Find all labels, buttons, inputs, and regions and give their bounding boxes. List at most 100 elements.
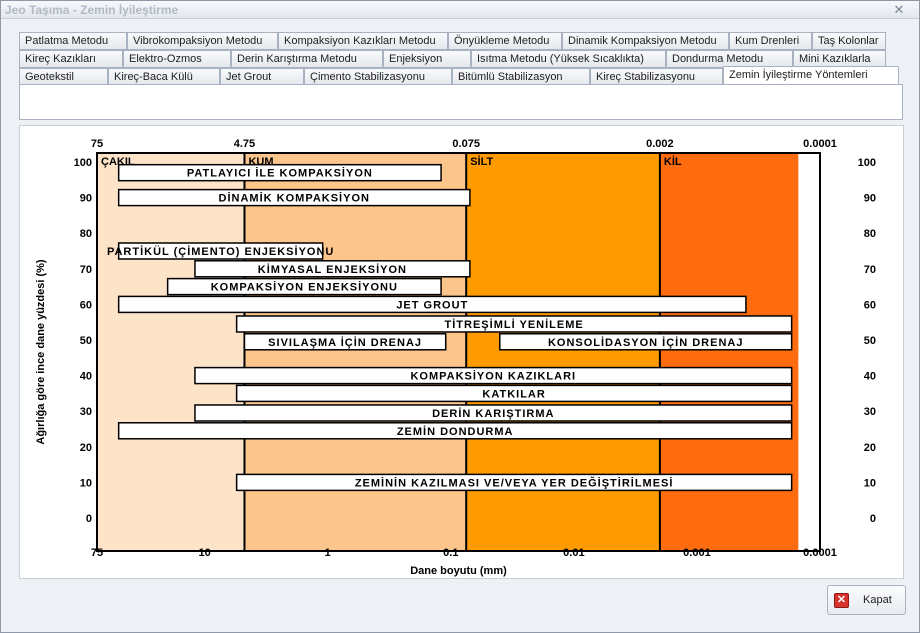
- tab-patlatma[interactable]: Patlatma Metodu: [19, 32, 127, 50]
- y-tick-left: 90: [80, 193, 92, 205]
- y-tick-left: 100: [74, 157, 92, 169]
- tab-zemin-iyilestirme-yontemleri[interactable]: Zemin İyileştirme Yöntemleri: [723, 66, 899, 85]
- top-tick: 0.075: [452, 138, 480, 150]
- y-tick-right: 80: [864, 228, 876, 240]
- tab-tas-kolonlar[interactable]: Taş Kolonlar: [812, 32, 886, 50]
- method-bar: [117, 242, 324, 260]
- y-tick-left: 70: [80, 264, 92, 276]
- close-button[interactable]: ✕ Kapat: [827, 585, 906, 615]
- method-label: KOMPAKSİYON ENJEKSİYONU: [211, 281, 398, 294]
- tab-mini-kaziklar[interactable]: Mini Kazıklarla: [793, 50, 886, 68]
- y-tick-left: 40: [80, 371, 92, 383]
- chart-panel: PATLAYICI İLE KOMPAKSİYON DİNAMİK KOMPAKS…: [19, 125, 904, 579]
- tab-kirec-stabilizasyonu[interactable]: Kireç Stabilizasyonu: [590, 68, 723, 86]
- method-label: ZEMİNİN KAZILMASI VE/VEYA YER DEĞİŞTİRİL…: [355, 476, 674, 489]
- zone-label: KİL: [664, 155, 682, 168]
- method-label: KONSOLİDASYON İÇİN DRENAJ: [548, 336, 744, 349]
- tab-elektro-ozmos[interactable]: Elektro-Ozmos: [123, 50, 231, 68]
- title-bar: Jeo Taşıma - Zemin İyileştirme ✕: [1, 1, 919, 19]
- bottom-tick: 0.1: [443, 547, 458, 559]
- zone-2: [466, 153, 660, 551]
- y-tick-right: 50: [864, 335, 876, 347]
- top-tick: 0.0001: [803, 138, 837, 150]
- y-tick-left: 20: [80, 442, 92, 454]
- zone-0: [97, 153, 245, 551]
- method-bar: [243, 333, 447, 351]
- bottom-tick: 10: [199, 547, 211, 559]
- method-label: ZEMİN DONDURMA: [397, 425, 514, 438]
- y-tick-right: 40: [864, 371, 876, 383]
- method-bar: [235, 384, 793, 403]
- zone-3: [659, 153, 799, 551]
- tab-kirec-kaziklari[interactable]: Kireç Kazıkları: [19, 50, 123, 68]
- tab-vibrokompaksiyon[interactable]: Vibrokompaksiyon Metodu: [127, 32, 278, 50]
- y-tick-right: 60: [864, 299, 876, 311]
- method-label: DERİN KARIŞTIRMA: [432, 407, 554, 420]
- method-label: JET GROUT: [396, 299, 468, 311]
- y-tick-left: 30: [80, 406, 92, 418]
- y-tick-right: 20: [864, 442, 876, 454]
- y-tick-right: 30: [864, 406, 876, 418]
- zone-label: SİLT: [470, 155, 493, 168]
- y-tick-right: 0: [870, 513, 876, 525]
- method-bar: [166, 277, 442, 296]
- method-label: KATKILAR: [482, 388, 545, 400]
- y-tick-right: 100: [858, 157, 876, 169]
- bottom-tick: 1: [325, 547, 331, 559]
- top-tick: 0.002: [646, 138, 674, 150]
- window-close-icon[interactable]: ✕: [893, 2, 905, 17]
- zone-label: KUM: [248, 156, 273, 168]
- bottom-tick: 75: [91, 547, 103, 559]
- bottom-tick: 0.001: [683, 547, 711, 559]
- y-tick-left: 50: [80, 335, 92, 347]
- method-bar: [499, 333, 793, 351]
- zone-label: ÇAKIL: [101, 156, 135, 168]
- y-tick-right: 10: [864, 477, 876, 489]
- soil-improvement-chart: PATLAYICI İLE KOMPAKSİYON DİNAMİK KOMPAKS…: [35, 138, 876, 577]
- tab-derin-karistirma[interactable]: Derin Karıştırma Metodu: [231, 50, 383, 68]
- tab-enjeksiyon[interactable]: Enjeksiyon: [383, 50, 471, 68]
- tab-content-panel: [19, 84, 903, 120]
- method-bar: [194, 366, 793, 385]
- y-tick-left: 10: [80, 477, 92, 489]
- method-label: PATLAYICI İLE KOMPAKSİYON: [187, 167, 373, 180]
- y-tick-right: 90: [864, 193, 876, 205]
- method-bar: [235, 473, 793, 492]
- tab-cimento-stabilizasyonu[interactable]: Çimento Stabilizasyonu: [304, 68, 452, 86]
- y-tick-right: 70: [864, 264, 876, 276]
- tab-isitma[interactable]: Isıtma Metodu (Yüksek Sıcaklıkta): [471, 50, 666, 68]
- bottom-tick: 0.0001: [803, 547, 837, 559]
- close-button-label: Kapat: [863, 594, 892, 606]
- window-title: Jeo Taşıma - Zemin İyileştirme: [5, 3, 179, 17]
- tab-kompaksiyon-kaziklari[interactable]: Kompaksiyon Kazıkları Metodu: [278, 32, 448, 50]
- y-tick-left: 60: [80, 299, 92, 311]
- tab-kum-drenleri[interactable]: Kum Drenleri: [729, 32, 812, 50]
- y-tick-left: 0: [86, 513, 92, 525]
- method-label: SIVILAŞMA İÇİN DRENAJ: [268, 336, 422, 349]
- method-label: KOMPAKSİYON KAZIKLARI: [410, 370, 576, 383]
- tab-onyukleme[interactable]: Önyükleme Metodu: [448, 32, 562, 50]
- method-label: TİTREŞİMLİ YENİLEME: [445, 318, 584, 331]
- method-label: DİNAMİK KOMPAKSİYON: [219, 192, 370, 205]
- plot-frame: [96, 152, 821, 552]
- method-bar: [117, 422, 793, 440]
- tab-dinamik-kompaksiyon[interactable]: Dinamik Kompaksiyon Metodu: [562, 32, 729, 50]
- x-axis-title: Dane boyutu (mm): [410, 565, 507, 577]
- method-bar: [194, 260, 471, 278]
- top-tick: 4.75: [234, 138, 255, 150]
- method-bar: [117, 188, 471, 207]
- method-bar: [117, 163, 442, 182]
- tab-geotekstil[interactable]: Geotekstil: [19, 68, 108, 86]
- method-bar: [117, 295, 747, 314]
- bottom-tick: 0.01: [563, 547, 584, 559]
- method-bar: [235, 315, 793, 333]
- close-icon: ✕: [834, 593, 849, 608]
- method-bar: [194, 404, 793, 422]
- method-label: PARTİKÜL (ÇİMENTO) ENJEKSİYONU: [107, 245, 334, 258]
- zone-1: [244, 153, 467, 551]
- method-label: KİMYASAL ENJEKSİYON: [258, 263, 407, 276]
- y-tick-left: 80: [80, 228, 92, 240]
- y-axis-title: Ağırlığa göre ince dane yüzdesi (%): [35, 259, 47, 445]
- top-tick: 75: [91, 138, 103, 150]
